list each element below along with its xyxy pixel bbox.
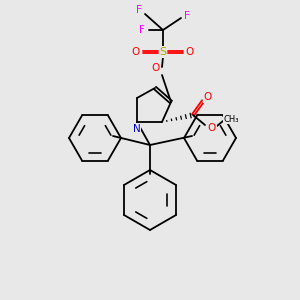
Text: F: F xyxy=(184,11,190,21)
Text: CH₃: CH₃ xyxy=(223,115,239,124)
Text: O: O xyxy=(151,63,159,73)
Text: N: N xyxy=(133,124,141,134)
Text: F: F xyxy=(139,25,145,35)
Text: O: O xyxy=(186,47,194,57)
Text: O: O xyxy=(204,92,212,102)
Text: O: O xyxy=(132,47,140,57)
Text: S: S xyxy=(159,47,167,57)
Text: F: F xyxy=(136,5,142,15)
Text: O: O xyxy=(208,123,216,133)
